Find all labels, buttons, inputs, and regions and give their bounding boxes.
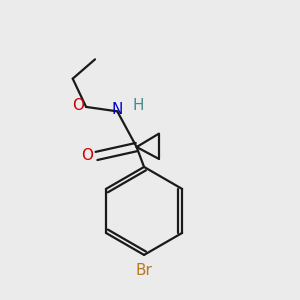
Text: O: O (82, 148, 94, 164)
Text: Br: Br (136, 263, 152, 278)
Text: H: H (132, 98, 144, 113)
Text: N: N (112, 102, 123, 117)
Text: O: O (72, 98, 84, 113)
